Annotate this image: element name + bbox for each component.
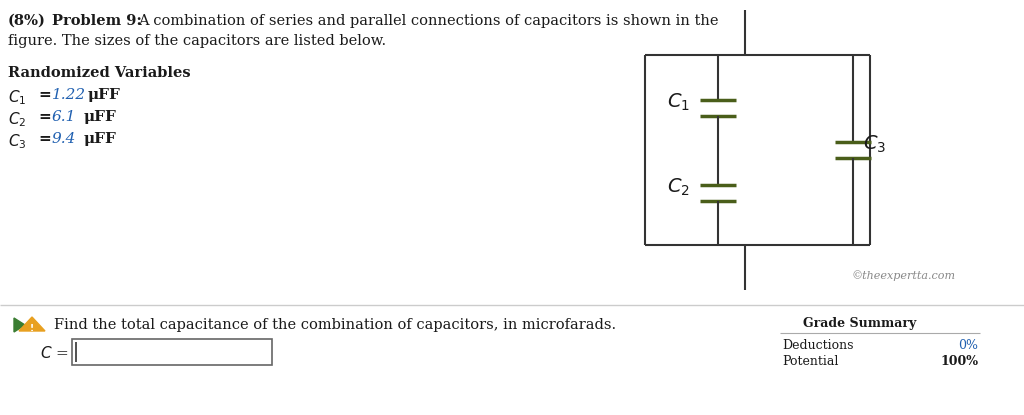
Text: 6.1: 6.1 xyxy=(52,110,77,124)
Text: !: ! xyxy=(30,324,34,332)
Text: =: = xyxy=(38,132,51,146)
Bar xyxy=(72,339,272,365)
Text: Grade Summary: Grade Summary xyxy=(804,317,916,330)
Text: $C_2$: $C_2$ xyxy=(667,176,690,198)
Text: 9.4: 9.4 xyxy=(52,132,77,146)
Text: $C_3$: $C_3$ xyxy=(863,133,886,155)
Text: Potential: Potential xyxy=(782,355,839,368)
Text: (8%): (8%) xyxy=(8,14,46,28)
Text: figure. The sizes of the capacitors are listed below.: figure. The sizes of the capacitors are … xyxy=(8,34,386,48)
Text: $C_3$: $C_3$ xyxy=(8,132,27,151)
Text: $C$ =: $C$ = xyxy=(40,345,69,361)
Text: A combination of series and parallel connections of capacitors is shown in the: A combination of series and parallel con… xyxy=(138,14,719,28)
Text: μFF: μFF xyxy=(84,110,117,124)
Text: $C_2$: $C_2$ xyxy=(8,110,27,129)
Text: =: = xyxy=(38,110,51,124)
Text: μFF: μFF xyxy=(84,132,117,146)
Text: $C_1$: $C_1$ xyxy=(667,91,690,112)
Polygon shape xyxy=(19,317,45,331)
Text: 100%: 100% xyxy=(940,355,978,368)
Text: $C_1$: $C_1$ xyxy=(8,88,27,107)
Polygon shape xyxy=(14,318,25,332)
Text: 0%: 0% xyxy=(958,339,978,352)
Text: ©theexpertta.com: ©theexpertta.com xyxy=(851,270,955,281)
Text: Deductions: Deductions xyxy=(782,339,853,352)
Text: Randomized Variables: Randomized Variables xyxy=(8,66,190,80)
Text: Find the total capacitance of the combination of capacitors, in microfarads.: Find the total capacitance of the combin… xyxy=(54,318,616,332)
Text: Problem 9:: Problem 9: xyxy=(52,14,142,28)
Text: 1.22: 1.22 xyxy=(52,88,86,102)
Text: μFF: μFF xyxy=(88,88,121,102)
Text: =: = xyxy=(38,88,51,102)
